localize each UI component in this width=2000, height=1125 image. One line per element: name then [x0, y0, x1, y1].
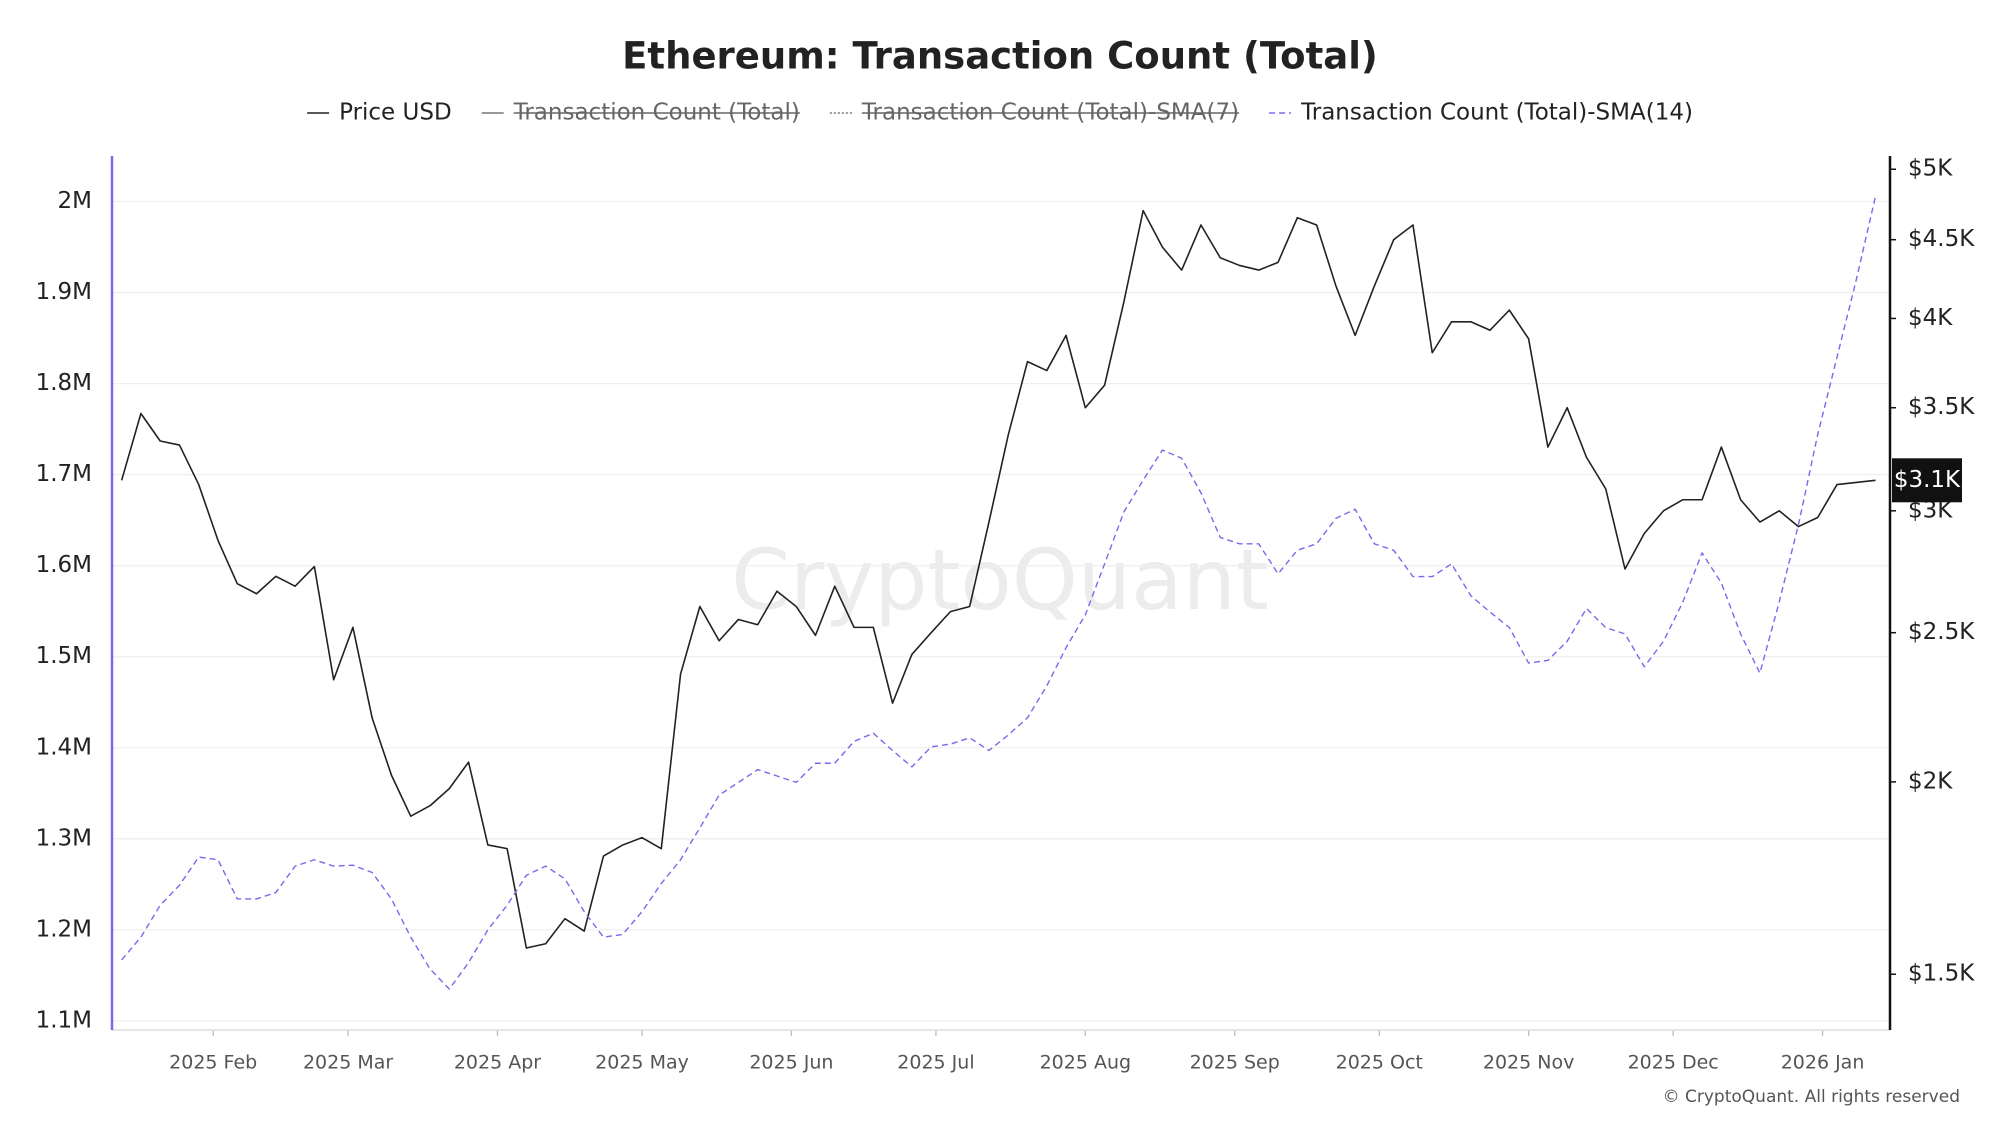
y-tick-label: 1.5M: [36, 643, 92, 669]
price-tag-label: $3.1K: [1894, 467, 1961, 493]
x-tick-label: 2025 Jun: [749, 1052, 833, 1074]
y-tick-label: 2M: [58, 188, 92, 214]
x-tick-label: 2025 Apr: [454, 1052, 541, 1074]
y2-tick-label: $3.5K: [1908, 394, 1975, 420]
y-tick-label: 1.8M: [36, 370, 92, 396]
y-tick-label: 1.6M: [36, 552, 92, 578]
y-tick-label: 1.7M: [36, 461, 92, 487]
x-tick-label: 2025 Jul: [897, 1052, 974, 1074]
x-tick-label: 2026 Jan: [1781, 1052, 1865, 1074]
y-tick-label: 1.2M: [36, 916, 92, 942]
legend: Price USD Transaction Count (Total) Transa…: [307, 100, 1693, 126]
y-tick-label: 1.3M: [36, 825, 92, 851]
chart-title: Ethereum: Transaction Count (Total): [622, 35, 1378, 78]
y2-tick-label: $4K: [1908, 305, 1953, 331]
x-tick-label: 2025 Dec: [1628, 1052, 1719, 1074]
x-tick-label: 2025 Nov: [1483, 1052, 1574, 1074]
y2-tick-label: $2K: [1908, 768, 1953, 794]
y2-tick-label: $5K: [1908, 156, 1953, 182]
legend-label: Price USD: [339, 100, 452, 126]
x-tick-label: 2025 Mar: [303, 1052, 393, 1074]
copyright: © CryptoQuant. All rights reserved: [1663, 1087, 1960, 1107]
y2-tick-label: $4.5K: [1908, 226, 1975, 252]
x-tick-label: 2025 Aug: [1040, 1052, 1132, 1074]
x-tick-label: 2025 Oct: [1336, 1052, 1423, 1074]
series-line: [120, 209, 1876, 949]
x-tick-label: 2025 Feb: [169, 1052, 257, 1074]
x-tick-label: 2025 Sep: [1190, 1052, 1280, 1074]
y-tick-label: 1.9M: [36, 279, 92, 305]
legend-label: Transaction Count (Total)-SMA(14): [1300, 100, 1693, 126]
watermark: CryptoQuant: [731, 531, 1269, 629]
y-tick-label: 1.4M: [36, 734, 92, 760]
series-line: [121, 195, 1877, 990]
x-tick-label: 2025 May: [595, 1052, 689, 1074]
y2-tick-label: $2.5K: [1908, 619, 1975, 645]
y-tick-label: 1.1M: [36, 1007, 92, 1033]
y2-tick-label: $1.5K: [1908, 961, 1975, 987]
price-tag: [1892, 458, 1962, 503]
